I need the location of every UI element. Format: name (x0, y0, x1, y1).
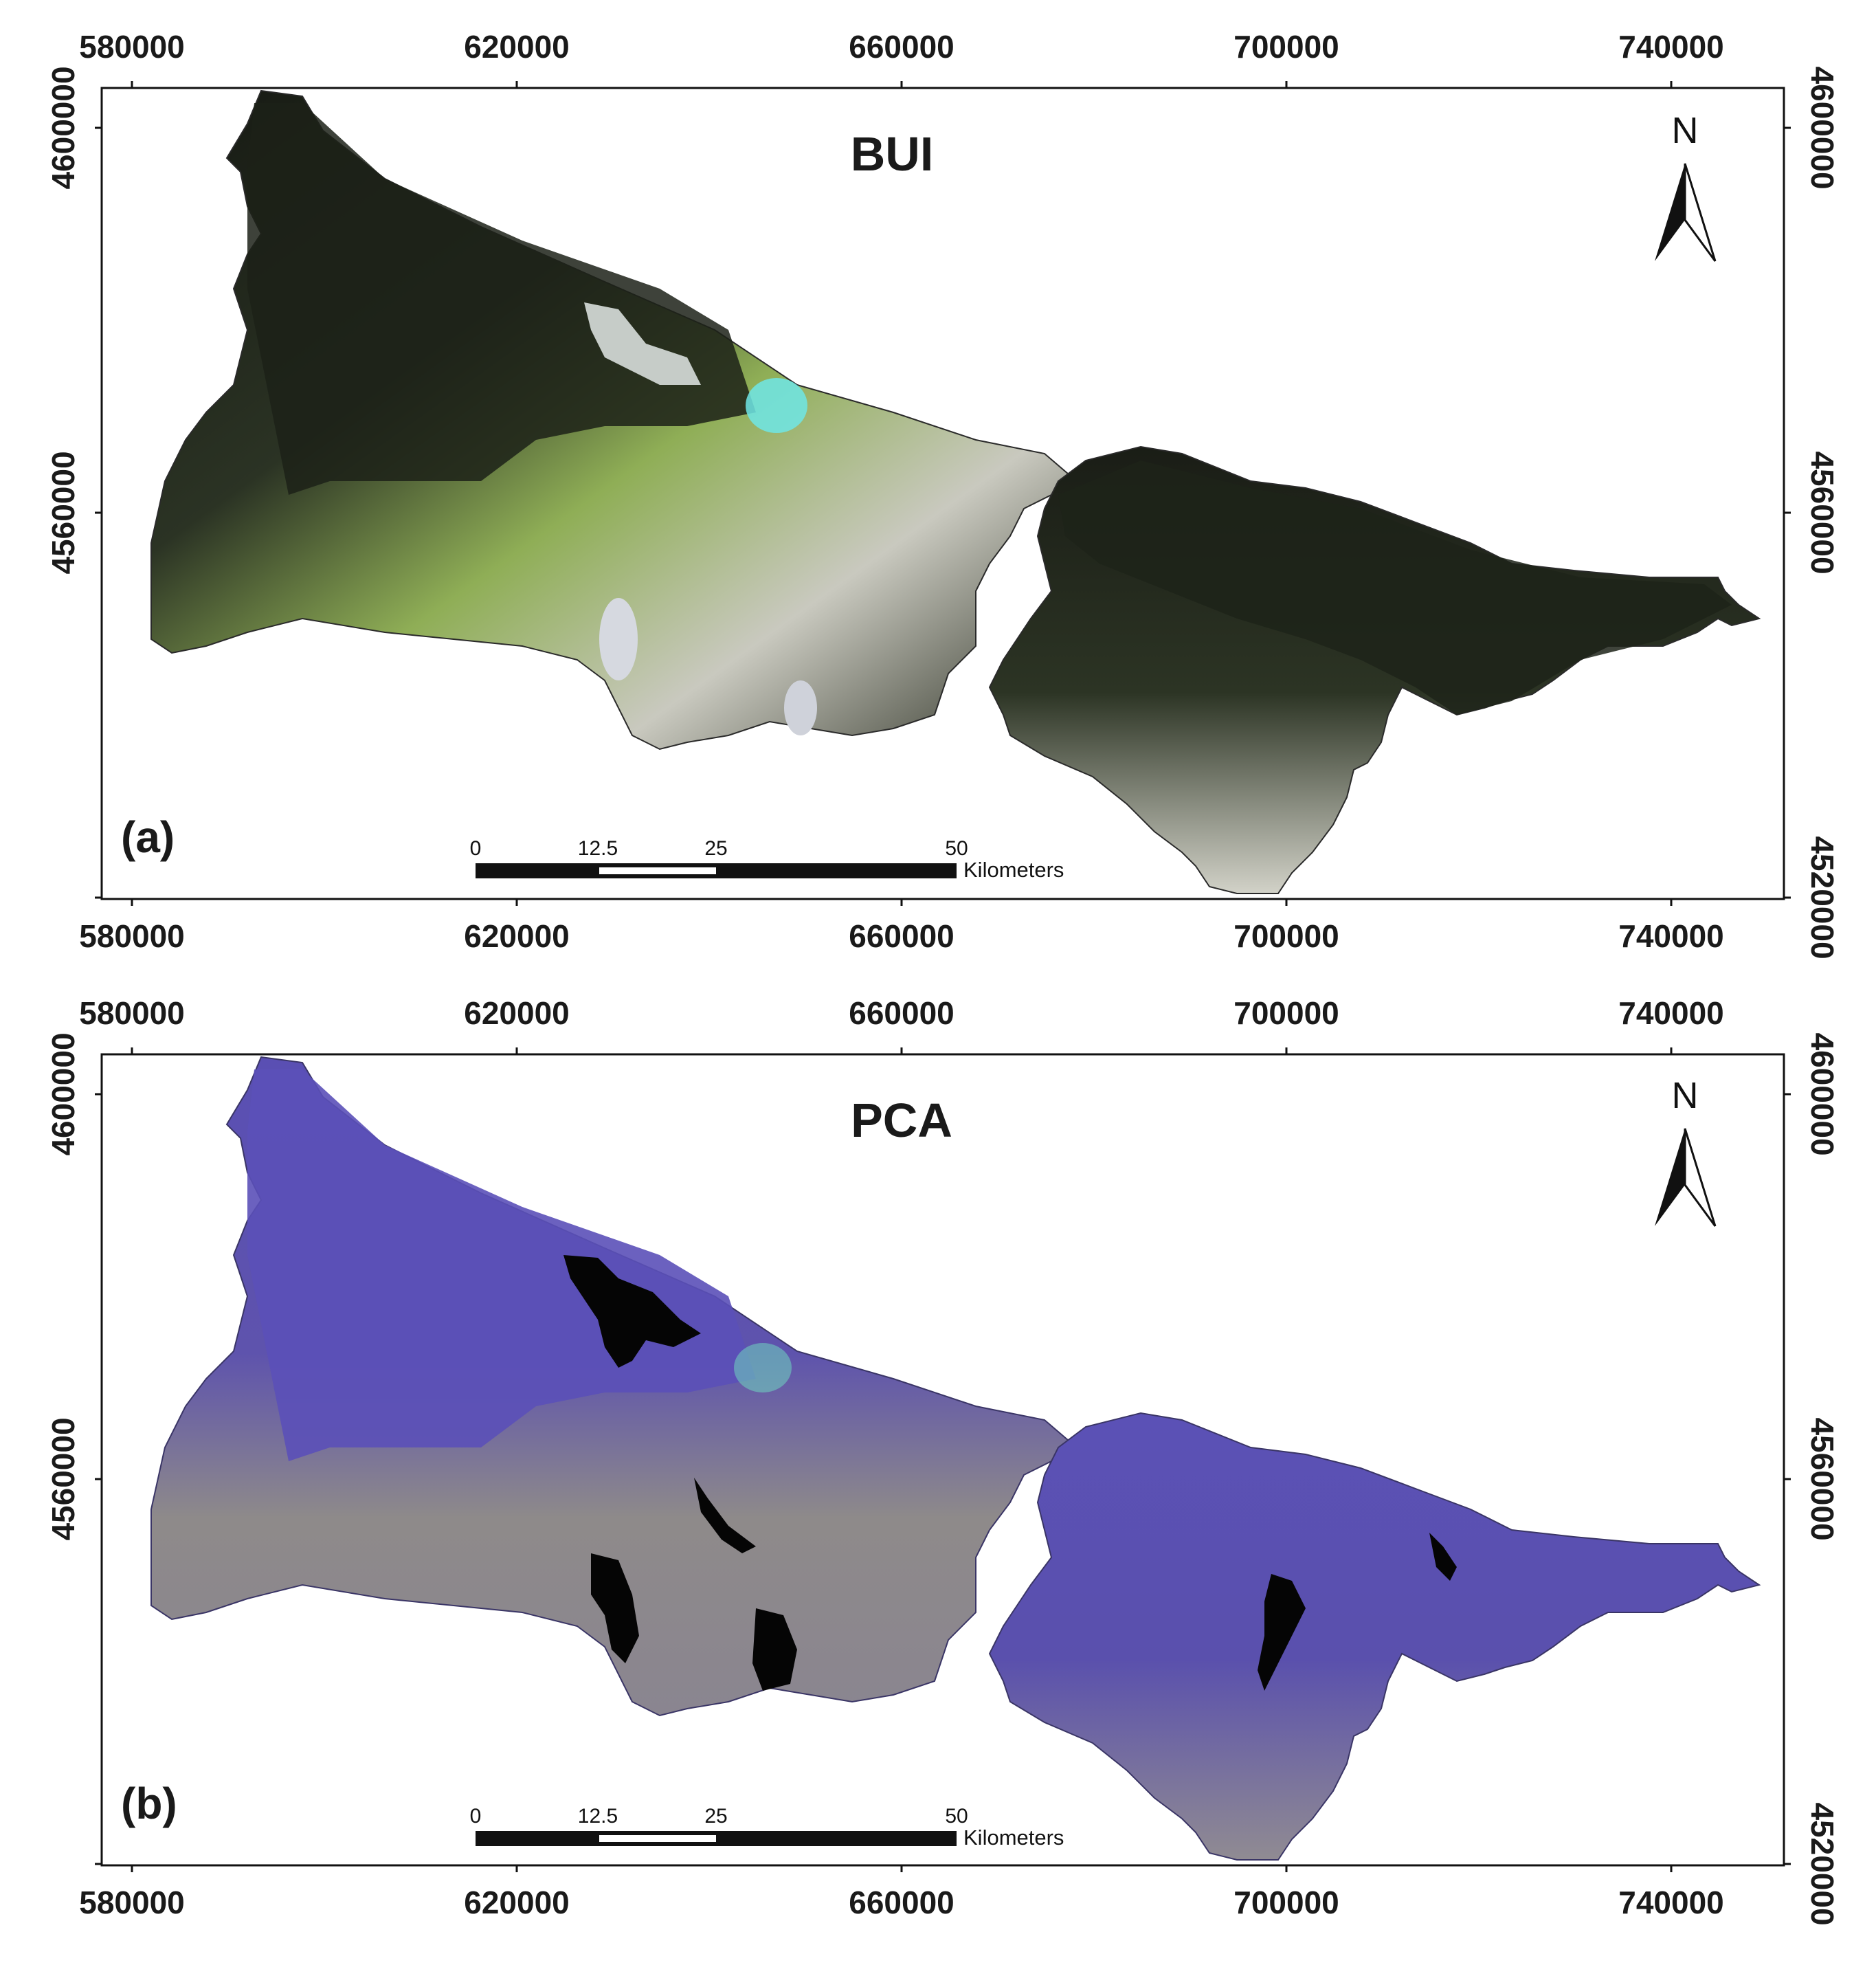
panel-a-forest-band (247, 103, 756, 495)
panel-b-ytick-right-1: 4560000 (1805, 1417, 1840, 1540)
panel-a-ytick-right-0: 4600000 (1805, 66, 1840, 189)
panel-a-xtick-top-0: 580000 (79, 29, 185, 65)
panel-b-scale-bar: 0 12.5 25 50 Kilometers (470, 1805, 1064, 1850)
panel-a-xtick-bottom-3: 700000 (1233, 918, 1339, 954)
panel-a-title: BUI (851, 127, 934, 181)
panel-b-xtick-bottom-4: 740000 (1618, 1885, 1724, 1920)
panel-b-asian-side (988, 1412, 1761, 1861)
panel-b-xtick-top-1: 620000 (464, 995, 570, 1031)
panel-b-xtick-bottom-0: 580000 (79, 1885, 185, 1920)
panel-b-reservoir-2 (591, 1553, 639, 1663)
panel-a-y-tick-labels-left: 4600000 4560000 (45, 66, 81, 574)
panel-b-xtick-top-0: 580000 (79, 995, 185, 1031)
panel-a-scale-2: 25 (704, 837, 727, 860)
panel-a-north-arrow-right (1684, 163, 1717, 262)
panel-a-x-ticks (95, 81, 1791, 906)
panel-b-reservoir-5 (1258, 1574, 1306, 1691)
panel-a-scale-bar: 0 12.5 25 50 Kilometers (470, 837, 1064, 882)
panel-b-north-letter: N (1672, 1075, 1699, 1116)
panel-a-xtick-top-2: 660000 (849, 29, 954, 65)
panel-a-scale-3: 50 (945, 837, 968, 860)
panel-a-north-letter: N (1672, 110, 1699, 151)
panel-a-ytick-left-1: 4560000 (45, 451, 81, 574)
panel-b-ytick-right-0: 4600000 (1805, 1032, 1840, 1155)
panel-a-y-tick-labels-right: 4600000 4560000 4520000 (1805, 66, 1840, 959)
panel-b-ticks (95, 1047, 1791, 1872)
panel-b-reservoir-4 (694, 1478, 756, 1553)
panel-b-forest-band (247, 1069, 756, 1461)
panel-a-label: (a) (121, 812, 175, 862)
panel-a-asian-forest (1058, 460, 1732, 715)
panel-b-xtick-top-2: 660000 (849, 995, 954, 1031)
panel-a-scale-unit: Kilometers (963, 858, 1064, 882)
panel-a-xtick-top-3: 700000 (1233, 29, 1339, 65)
panel-a-north-arrow-left (1655, 164, 1685, 261)
panel-b-frame (100, 1053, 1785, 1867)
panel-a-x-tick-labels-top: 580000 620000 660000 700000 740000 (79, 29, 1724, 65)
panel-b-y-tick-labels-left: 4600000 4560000 (45, 1032, 81, 1540)
panel-a-lake-1 (584, 302, 701, 385)
panel-a-xtick-bottom-2: 660000 (849, 918, 954, 954)
panel-a-ytick-right-1: 4560000 (1805, 451, 1840, 574)
panel-a-frame (100, 87, 1785, 900)
panel-b-reservoir-6 (1429, 1533, 1457, 1581)
panel-b-scale-2: 25 (704, 1805, 727, 1828)
panel-b-x-tick-labels-bottom: 580000 620000 660000 700000 740000 (79, 1885, 1724, 1920)
panel-b-y-tick-labels-right: 4600000 4560000 4520000 (1805, 1032, 1840, 1925)
panel-a-ytick-left-0: 4600000 (45, 66, 81, 189)
panel-a-xtick-bottom-1: 620000 (464, 918, 570, 954)
panel-a-lake-2 (599, 598, 638, 680)
panel-a-xtick-top-1: 620000 (464, 29, 570, 65)
panel-b-reservoir-1 (563, 1255, 701, 1368)
panel-a-ytick-right-2: 4520000 (1805, 836, 1840, 959)
panel-b-ytick-left-1: 4560000 (45, 1417, 81, 1540)
panel-b-label: (b) (121, 1779, 177, 1828)
panel-a-xtick-bottom-0: 580000 (79, 918, 185, 954)
panel-b-scale-1: 12.5 (578, 1805, 618, 1828)
panel-b-scale-3: 50 (945, 1805, 968, 1828)
panel-a: 580000 620000 660000 700000 740000 58000… (45, 29, 1840, 959)
panel-b-title: PCA (851, 1094, 952, 1147)
panel-b-north-arrow-left (1655, 1129, 1685, 1226)
panel-b-xtick-bottom-1: 620000 (464, 1885, 570, 1920)
panel-b-xtick-bottom-3: 700000 (1233, 1885, 1339, 1920)
panel-a-xtick-bottom-4: 740000 (1618, 918, 1724, 954)
panel-b-xtick-bottom-2: 660000 (849, 1885, 954, 1920)
panel-b-cyan-patch (734, 1343, 792, 1392)
panel-b-x-tick-labels-top: 580000 620000 660000 700000 740000 (79, 995, 1724, 1031)
panel-b-ytick-right-2: 4520000 (1805, 1802, 1840, 1925)
panel-b-ytick-left-0: 4600000 (45, 1032, 81, 1155)
panel-b-xtick-top-4: 740000 (1618, 995, 1724, 1031)
panel-b-xtick-top-3: 700000 (1233, 995, 1339, 1031)
panel-a-cyan-patch (746, 378, 807, 433)
panel-a-xtick-top-4: 740000 (1618, 29, 1724, 65)
panel-a-scale-0: 0 (470, 837, 482, 860)
panel-b-scale-unit: Kilometers (963, 1825, 1064, 1850)
panel-b-reservoir-3 (752, 1608, 797, 1691)
panel-a-north-arrow: N (1655, 110, 1717, 262)
panel-a-x-tick-labels-bottom: 580000 620000 660000 700000 740000 (79, 918, 1724, 954)
panel-a-scale-1: 12.5 (578, 837, 618, 860)
panel-a-lake-3 (784, 680, 817, 735)
panel-b-north-arrow-right (1684, 1128, 1717, 1227)
panel-b-north-arrow: N (1655, 1075, 1717, 1227)
panel-b: 580000 620000 660000 700000 740000 58000… (45, 995, 1840, 1926)
panel-b-scale-0: 0 (470, 1805, 482, 1828)
